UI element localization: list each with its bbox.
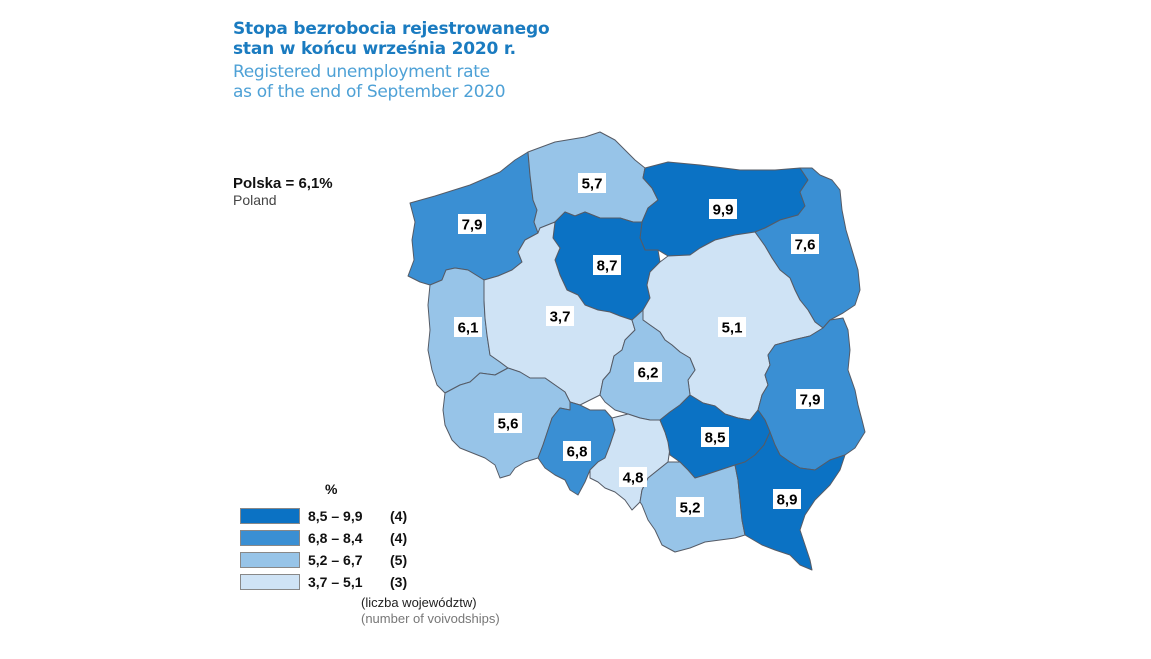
title-polish-line2: stan w końcu września 2020 r. — [233, 39, 516, 59]
legend-range: 8,5 – 9,9 — [308, 508, 363, 524]
region-label: 9,9 — [709, 199, 737, 219]
legend-note-polish: (liczba województw) — [361, 595, 477, 610]
svg-text:7,6: 7,6 — [795, 237, 816, 254]
region-label: 8,7 — [593, 255, 621, 275]
svg-text:8,5: 8,5 — [705, 430, 726, 447]
title-polish-line1: Stopa bezrobocia rejestrowanego — [233, 19, 550, 39]
legend-class-4: 3,7 – 5,1 (3) — [240, 573, 407, 591]
svg-text:6,1: 6,1 — [458, 320, 479, 337]
svg-text:9,9: 9,9 — [713, 202, 734, 219]
legend-range: 5,2 – 6,7 — [308, 552, 363, 568]
national-rate-english: Poland — [233, 192, 277, 208]
legend-note-english: (number of voivodships) — [361, 611, 500, 626]
legend-class-1: 8,5 – 9,9 (4) — [240, 507, 407, 525]
legend-unit: % — [325, 481, 338, 497]
region-south-silesia — [589, 413, 671, 511]
legend-count: (4) — [390, 508, 408, 524]
legend-swatch — [240, 552, 300, 568]
region-label: 7,9 — [458, 214, 486, 234]
national-rate-polish: Polska = 6,1% — [233, 175, 333, 192]
svg-text:5,1: 5,1 — [722, 320, 743, 337]
region-label: 7,6 — [791, 234, 819, 254]
legend-count: (3) — [390, 574, 408, 590]
title-english-line2: as of the end of September 2020 — [233, 82, 506, 102]
region-label: 8,5 — [701, 427, 729, 447]
region-label: 4,8 — [619, 467, 647, 487]
title-english-line1: Registered unemployment rate — [233, 62, 490, 82]
region-label: 7,9 — [796, 389, 824, 409]
region-label: 5,2 — [676, 497, 704, 517]
region-label: 5,6 — [494, 413, 522, 433]
region-label: 6,1 — [454, 317, 482, 337]
national-rate: Polska = 6,1% Poland — [233, 175, 333, 208]
svg-text:4,8: 4,8 — [623, 470, 644, 487]
region-label: 8,9 — [773, 489, 801, 509]
svg-text:7,9: 7,9 — [462, 217, 483, 234]
legend-count: (4) — [390, 530, 408, 546]
legend-range: 3,7 – 5,1 — [308, 574, 363, 590]
svg-text:7,9: 7,9 — [800, 392, 821, 409]
legend-class-2: 6,8 – 8,4 (4) — [240, 529, 407, 547]
region-label: 6,8 — [563, 441, 591, 461]
legend-count: (5) — [390, 552, 408, 568]
region-label: 3,7 — [546, 306, 574, 326]
svg-text:6,2: 6,2 — [638, 365, 659, 382]
map-title: Stopa bezrobocia rejestrowanego stan w k… — [233, 19, 550, 102]
legend-swatch — [240, 530, 300, 546]
svg-text:5,6: 5,6 — [498, 416, 519, 433]
svg-text:5,2: 5,2 — [680, 500, 701, 517]
legend-swatch — [240, 574, 300, 590]
legend-range: 6,8 – 8,4 — [308, 530, 363, 546]
svg-text:8,9: 8,9 — [777, 492, 798, 509]
region-label: 6,2 — [634, 362, 662, 382]
svg-text:3,7: 3,7 — [550, 309, 571, 326]
svg-text:8,7: 8,7 — [597, 258, 618, 275]
svg-text:6,8: 6,8 — [567, 444, 588, 461]
legend-swatch — [240, 508, 300, 524]
region-label: 5,7 — [578, 173, 606, 193]
svg-text:5,7: 5,7 — [582, 176, 603, 193]
legend-class-3: 5,2 – 6,7 (5) — [240, 551, 407, 569]
region-label: 5,1 — [718, 317, 746, 337]
